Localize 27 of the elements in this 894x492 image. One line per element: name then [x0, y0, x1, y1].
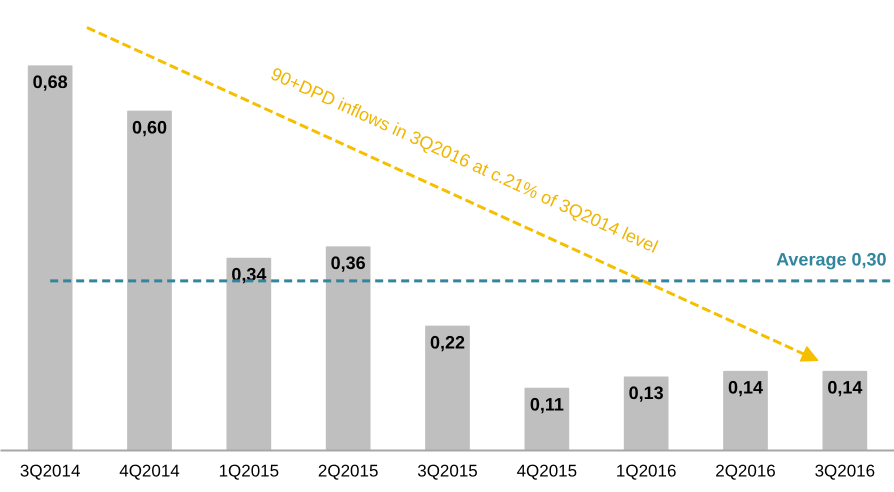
x-tick-label: 2Q2016: [715, 462, 776, 480]
x-tick-label: 1Q2015: [218, 462, 280, 480]
ref-line-label: Average 0,30: [776, 250, 887, 270]
x-tick-label: 4Q2015: [516, 462, 578, 480]
x-tick-label: 3Q2016: [814, 462, 876, 480]
bar: [326, 246, 371, 450]
x-tick-label: 3Q2015: [417, 462, 478, 480]
bar: [28, 65, 73, 450]
bar: [226, 258, 272, 450]
x-tick-label: 3Q2014: [20, 462, 80, 480]
bar: [723, 370, 768, 450]
bar: [127, 110, 172, 450]
data-label: 0,36: [330, 253, 366, 274]
bar: [425, 326, 470, 450]
data-label: 0,22: [430, 332, 466, 352]
data-label: 0,11: [530, 394, 564, 415]
bar: [822, 370, 868, 450]
data-label: 0,14: [827, 378, 862, 398]
data-label: 0,60: [132, 117, 168, 138]
x-tick-label: 1Q2016: [616, 462, 676, 480]
data-label: 0,68: [32, 72, 68, 92]
bar: [524, 388, 570, 450]
data-label: 0,14: [728, 378, 764, 398]
x-tick-label: 4Q2014: [119, 462, 180, 480]
data-label: 0,13: [628, 383, 664, 404]
bar: [624, 376, 669, 450]
x-tick-label: 2Q2015: [318, 462, 378, 480]
